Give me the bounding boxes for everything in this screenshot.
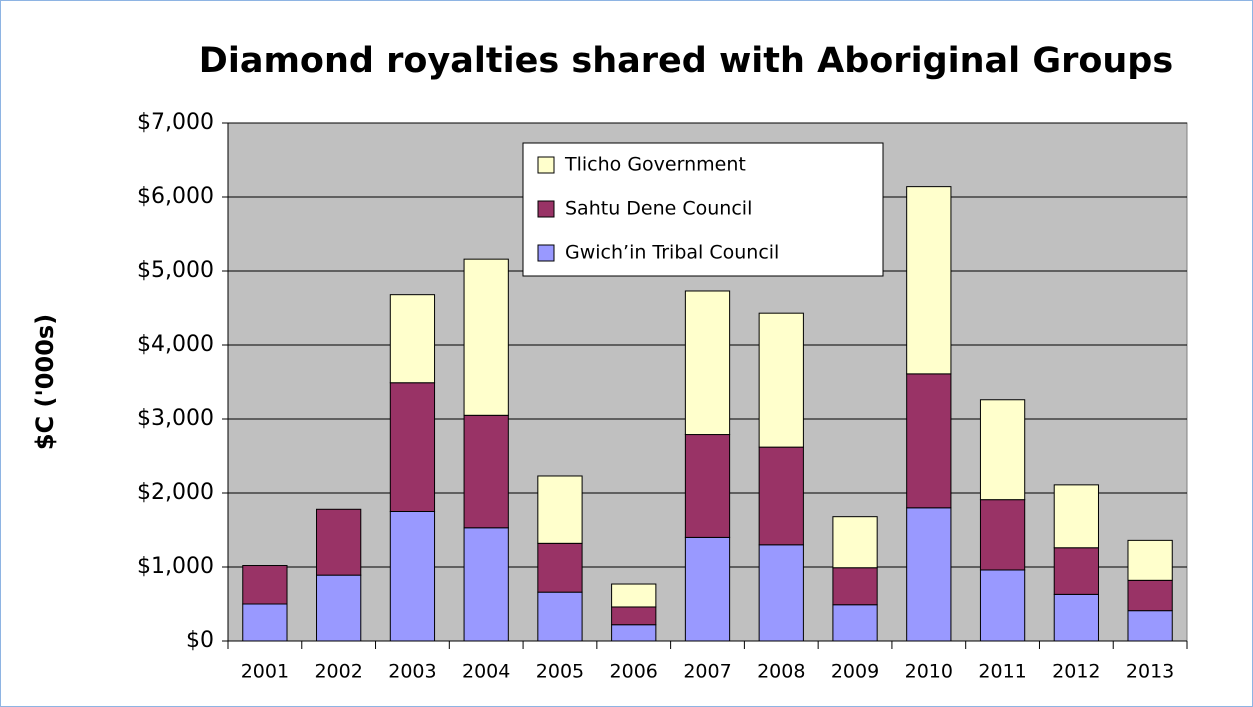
x-tick-label: 2002 [314,661,362,683]
x-tick-label: 2004 [462,661,510,683]
bar-segment [463,527,509,642]
bar-segment [463,414,509,529]
bar-segment [832,567,878,606]
y-tick-label: $7,000 [137,110,214,135]
y-tick-label: $5,000 [137,258,214,283]
bar-segment [684,434,731,538]
bar-segment [242,603,288,642]
bar-segment [979,569,1026,642]
legend-label: Gwich’in Tribal Council [565,242,779,264]
x-tick-label: 2013 [1126,661,1174,683]
bar-segment [242,565,288,605]
bar-segment [906,373,952,509]
bar-segment [758,312,804,448]
bar-segment [537,475,583,544]
bar-segment [611,606,657,626]
chart-title: Diamond royalties shared with Aboriginal… [199,41,1173,81]
y-tick-label: $0 [186,628,214,653]
x-tick-label: 2001 [241,661,289,683]
x-tick-label: 2011 [978,661,1026,683]
bar-segment [316,508,362,576]
x-tick-label: 2003 [388,661,436,683]
y-tick-label: $3,000 [137,406,214,431]
y-tick-label: $4,000 [137,332,214,357]
legend-label: Sahtu Dene Council [565,198,752,220]
x-tick-label: 2007 [683,661,731,683]
x-tick-label: 2008 [757,661,805,683]
legend-swatch [537,200,555,218]
x-tick-label: 2012 [1052,661,1100,683]
bar-segment [906,507,952,642]
bar-segment [1127,610,1173,642]
bar-segment [537,542,583,593]
bar-segment [979,499,1026,571]
bar-segment [1127,539,1173,581]
bar-segment [389,382,436,512]
y-tick-label: $2,000 [137,480,214,505]
bar-segment [979,399,1026,501]
bar-segment [684,290,731,436]
legend-swatch [537,156,555,174]
bar-segment [1053,484,1099,549]
legend-box [522,142,884,277]
bar-segment [611,624,657,642]
bar-segment [1053,547,1099,595]
x-tick-label: 2005 [536,661,584,683]
bar-segment [684,536,731,642]
bar-segment [832,604,878,642]
bar-segment [1127,579,1173,612]
y-tick-label: $6,000 [137,184,214,209]
bar-segment [537,591,583,642]
bar-segment [316,574,362,642]
bar-segment [1053,593,1099,642]
bar-segment [463,258,509,416]
x-tick-label: 2010 [905,661,953,683]
bar-segment [758,446,804,546]
y-tick-label: $1,000 [137,554,214,579]
legend-label: Tlicho Government [564,154,746,176]
bar-segment [758,544,804,642]
x-tick-label: 2006 [610,661,658,683]
bar-segment [611,583,657,608]
bar-segment [389,511,436,642]
y-axis-label: $C ('000s) [31,314,59,450]
bar-segment [389,294,436,384]
legend-swatch [537,244,555,262]
bar-segment [906,186,952,375]
x-tick-label: 2009 [831,661,879,683]
bar-segment [832,516,878,569]
